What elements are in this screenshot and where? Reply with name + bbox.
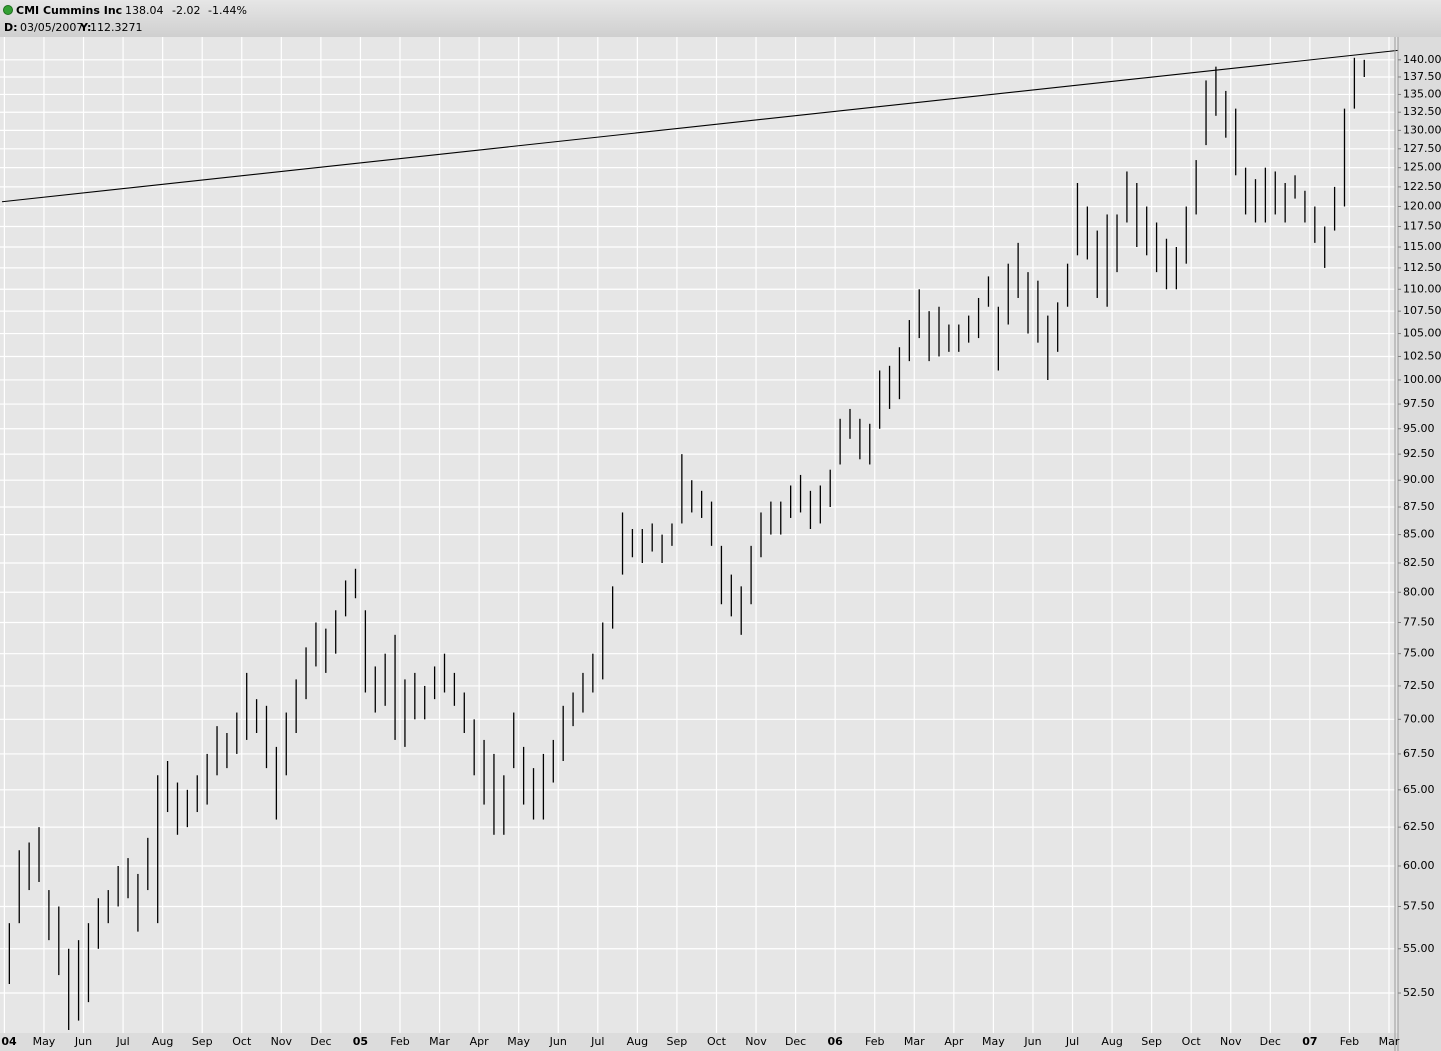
price-change: -2.02 bbox=[172, 4, 200, 17]
y-tick-label: 102.50 bbox=[1403, 349, 1441, 362]
x-tick-label: May bbox=[33, 1035, 56, 1048]
y-axis-area bbox=[1398, 37, 1441, 1051]
x-tick-label: Aug bbox=[152, 1035, 173, 1048]
y-tick-label: 125.00 bbox=[1403, 161, 1441, 174]
last-price: 138.04 bbox=[125, 4, 164, 17]
x-tick-label: Jul bbox=[1065, 1035, 1079, 1048]
y-tick-label: 90.00 bbox=[1403, 473, 1435, 486]
x-tick-label: 07 bbox=[1302, 1035, 1317, 1048]
y-tick-label: 137.50 bbox=[1403, 70, 1441, 83]
y-tick-label: 72.50 bbox=[1403, 679, 1435, 692]
x-tick-label: Oct bbox=[1182, 1035, 1202, 1048]
x-tick-label: Dec bbox=[1260, 1035, 1281, 1048]
y-tick-label: 122.50 bbox=[1403, 180, 1441, 193]
y-tick-label: 132.50 bbox=[1403, 105, 1441, 118]
x-tick-label: Apr bbox=[944, 1035, 964, 1048]
x-tick-label: Feb bbox=[1340, 1035, 1359, 1048]
status-icon bbox=[3, 5, 13, 15]
y-tick-label: 120.00 bbox=[1403, 199, 1441, 212]
y-tick-label: 75.00 bbox=[1403, 647, 1435, 660]
x-axis-area bbox=[0, 1033, 1398, 1051]
marks bbox=[1, 49, 1399, 1030]
x-tick-label: Dec bbox=[310, 1035, 331, 1048]
percent-change: -1.44% bbox=[208, 4, 247, 17]
y-tick-label: 130.00 bbox=[1403, 123, 1441, 136]
x-tick-label: Sep bbox=[192, 1035, 213, 1048]
x-tick-label: Jun bbox=[549, 1035, 567, 1048]
x-tick-label: Aug bbox=[627, 1035, 648, 1048]
y-tick-label: 100.00 bbox=[1403, 373, 1441, 386]
y-tick-label: 92.50 bbox=[1403, 447, 1435, 460]
symbol-title: CMI Cummins Inc bbox=[16, 4, 122, 17]
header-bar bbox=[0, 0, 1441, 37]
y-tick-label: 77.50 bbox=[1403, 615, 1435, 628]
x-tick-label: Mar bbox=[904, 1035, 925, 1048]
y-tick-label: 115.00 bbox=[1403, 240, 1441, 253]
x-tick-label: Feb bbox=[865, 1035, 884, 1048]
y-tick-label: 105.00 bbox=[1403, 327, 1441, 340]
y-tick-label: 70.00 bbox=[1403, 712, 1435, 725]
y-tick-label: 140.00 bbox=[1403, 53, 1441, 66]
cursor-y: 112.3271 bbox=[90, 21, 143, 34]
grid bbox=[0, 37, 1395, 1033]
x-tick-label: Oct bbox=[232, 1035, 252, 1048]
x-tick-label: Nov bbox=[271, 1035, 293, 1048]
y-tick-label: 127.50 bbox=[1403, 142, 1441, 155]
x-tick-label: May bbox=[507, 1035, 530, 1048]
y-tick-label: 135.00 bbox=[1403, 87, 1441, 100]
y-tick-label: 60.00 bbox=[1403, 859, 1435, 872]
y-tick-label: 95.00 bbox=[1403, 422, 1435, 435]
y-tick-label: 107.50 bbox=[1403, 304, 1441, 317]
y-tick-label: 110.00 bbox=[1403, 282, 1441, 295]
cursor-date: 03/05/2007 bbox=[20, 21, 83, 34]
x-tick-label: Jul bbox=[115, 1035, 129, 1048]
y-tick-label: 67.50 bbox=[1403, 747, 1435, 760]
y-tick-label: 97.50 bbox=[1403, 397, 1435, 410]
y-tick-label: 87.50 bbox=[1403, 500, 1435, 513]
x-tick-label: Feb bbox=[390, 1035, 409, 1048]
x-tick-label: Sep bbox=[667, 1035, 688, 1048]
y-tick-label: 112.50 bbox=[1403, 261, 1441, 274]
y-tick-label: 80.00 bbox=[1403, 585, 1435, 598]
cursor-y-label: Y: bbox=[79, 21, 91, 34]
x-tick-label: Nov bbox=[1220, 1035, 1242, 1048]
y-tick-label: 62.50 bbox=[1403, 820, 1435, 833]
x-tick-label: 04 bbox=[1, 1035, 17, 1048]
x-tick-label: Aug bbox=[1101, 1035, 1122, 1048]
x-tick-label: Jun bbox=[74, 1035, 92, 1048]
x-tick-label: Mar bbox=[429, 1035, 450, 1048]
y-tick-label: 117.50 bbox=[1403, 220, 1441, 233]
x-tick-label: Nov bbox=[745, 1035, 767, 1048]
x-tick-label: Oct bbox=[707, 1035, 727, 1048]
x-tick-label: Mar bbox=[1379, 1035, 1400, 1048]
x-tick-label: Jul bbox=[590, 1035, 604, 1048]
y-tick-label: 55.00 bbox=[1403, 942, 1435, 955]
trendline bbox=[1, 49, 1399, 203]
x-tick-label: Jun bbox=[1023, 1035, 1041, 1048]
y-tick-label: 85.00 bbox=[1403, 528, 1435, 541]
y-tick-label: 65.00 bbox=[1403, 783, 1435, 796]
y-tick-label: 82.50 bbox=[1403, 556, 1435, 569]
x-tick-label: 06 bbox=[828, 1035, 844, 1048]
x-tick-label: 05 bbox=[353, 1035, 368, 1048]
x-tick-label: May bbox=[982, 1035, 1005, 1048]
x-tick-label: Sep bbox=[1141, 1035, 1162, 1048]
cursor-date-label: D: bbox=[4, 21, 18, 34]
x-tick-label: Dec bbox=[785, 1035, 806, 1048]
x-tick-label: Apr bbox=[470, 1035, 490, 1048]
y-tick-label: 52.50 bbox=[1403, 986, 1435, 999]
y-tick-label: 57.50 bbox=[1403, 899, 1435, 912]
